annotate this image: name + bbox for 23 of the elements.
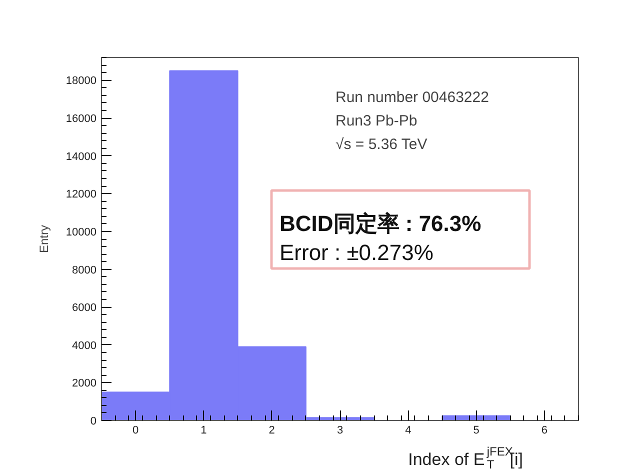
x-tick-label: 3 <box>336 424 344 436</box>
y-tick-label: 8000 <box>72 264 97 276</box>
annotation: Run number 00463222 <box>336 89 489 106</box>
x-tick-label: 4 <box>405 424 412 436</box>
x-tick-label: 0 <box>132 424 139 436</box>
y-tick-label: 14000 <box>66 150 97 163</box>
annotation: BCID同定率 : 76.3% <box>280 211 482 236</box>
y-tick-label: 12000 <box>66 188 97 201</box>
x-tick-label: 5 <box>473 424 480 436</box>
x-tick-label: 6 <box>541 424 548 436</box>
y-tick-label: 18000 <box>66 75 97 88</box>
y-tick-label: 4000 <box>72 340 97 352</box>
y-tick-label: 2000 <box>72 378 97 390</box>
annotation: √s = 5.36 TeV <box>336 136 428 153</box>
y-tick-label: 0 <box>90 416 97 428</box>
x-tick-label: 1 <box>200 424 207 436</box>
y-tick-label: 16000 <box>66 113 97 125</box>
y-tick-label: 10000 <box>66 226 97 238</box>
annotation: Run3 Pb-Pb <box>336 112 418 130</box>
x-tick-label: 2 <box>268 424 275 436</box>
annotation: Error : ±0.273% <box>280 240 434 265</box>
y-tick-label: 6000 <box>72 302 97 314</box>
y-axis-title: Entry <box>36 224 51 254</box>
